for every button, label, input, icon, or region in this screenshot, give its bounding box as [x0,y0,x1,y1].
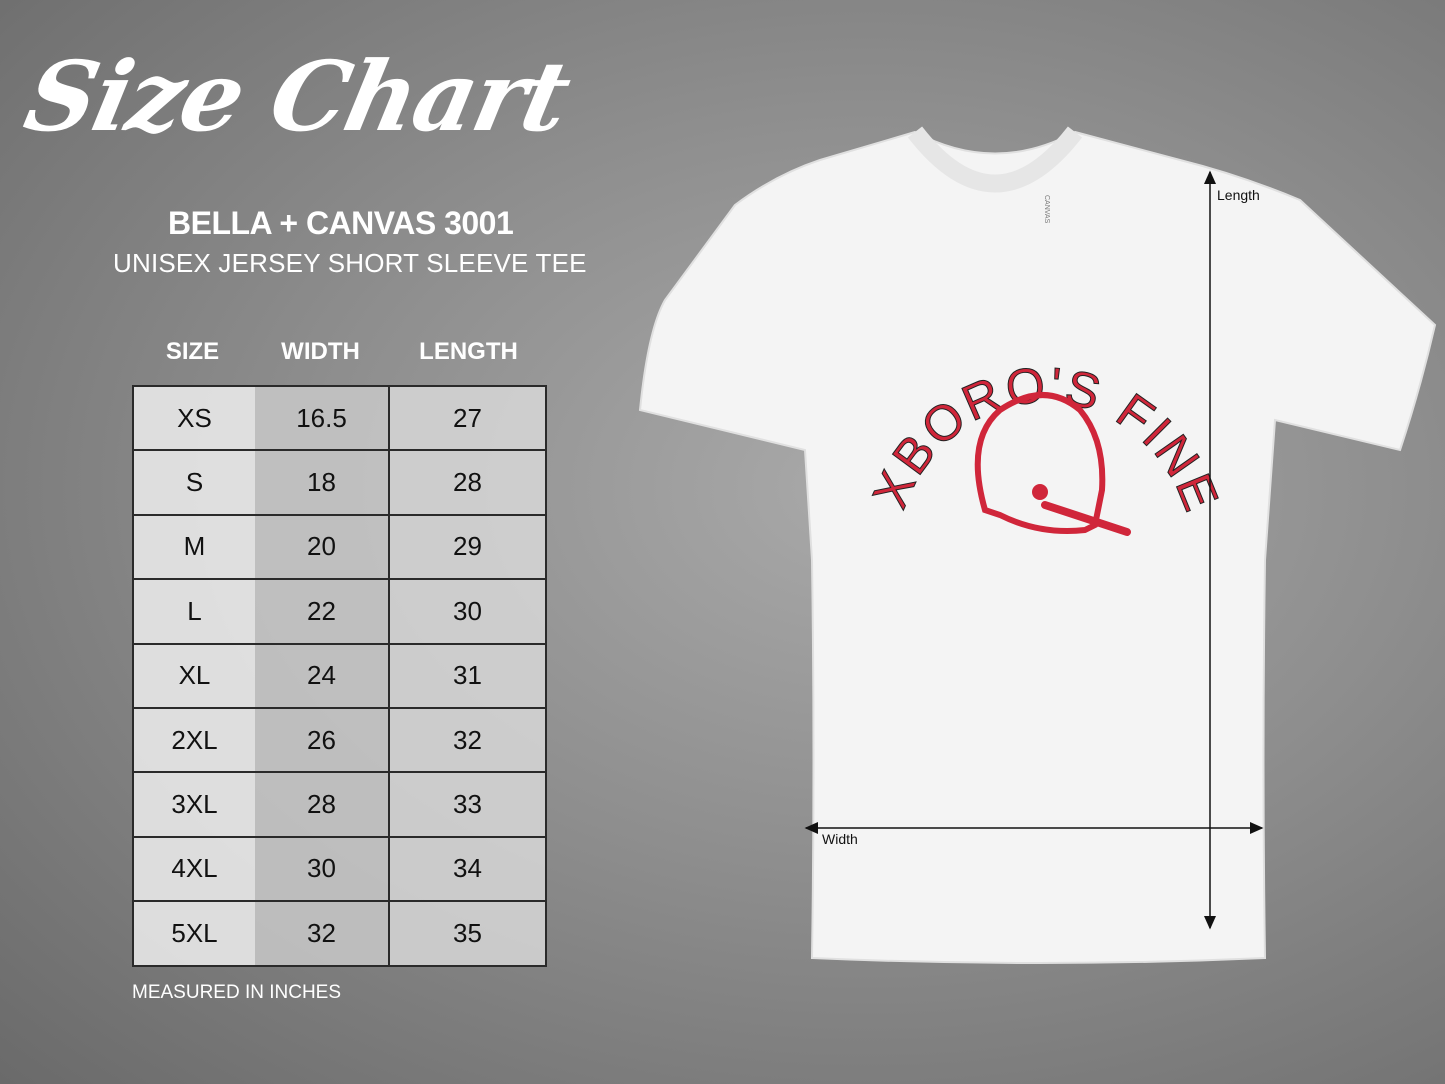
tag-text: CANVAS [1043,195,1050,224]
column-header-width: WIDTH [281,338,360,365]
cell-size: 4XL [132,835,255,903]
cell-length: 27 [388,384,547,452]
brand-name: BELLA + CANVAS 3001 [168,205,514,241]
cell-size: 2XL [132,706,255,774]
cell-width: 18 [255,449,390,516]
table-row: 4XL 30 34 [132,835,547,903]
column-header-size: SIZE [165,338,220,365]
cell-size: S [132,449,255,516]
cell-size: XL [132,642,255,709]
table-row: XS 16.5 27 [132,384,547,452]
cell-width: 30 [255,835,390,903]
table-row: XL 24 31 [132,642,547,709]
cell-size: L [132,578,255,645]
cell-length: 33 [388,771,547,838]
cell-width: 32 [255,900,390,967]
cell-width: 20 [255,513,390,581]
column-header-length: LENGTH [419,338,518,365]
cell-width: 22 [255,578,390,645]
table-row: L 22 30 [132,578,547,645]
table-row: 5XL 32 35 [132,900,547,967]
cell-length: 30 [388,578,547,645]
cell-width: 26 [255,706,390,774]
product-subtitle: UNISEX JERSEY SHORT SLEEVE TEE [113,248,587,278]
cell-width: 24 [255,642,390,709]
cell-length: 35 [388,900,547,967]
cell-length: 34 [388,835,547,903]
cell-size: 5XL [132,900,255,967]
cell-length: 31 [388,642,547,709]
cell-length: 29 [388,513,547,581]
length-label: Length [1217,187,1260,203]
cell-size: M [132,513,255,581]
cell-size: XS [132,384,255,452]
cell-length: 32 [388,706,547,774]
measurement-note: MEASURED IN INCHES [132,982,342,1003]
cell-width: 16.5 [255,384,390,452]
table-row: 2XL 26 32 [132,706,547,774]
table-row: M 20 29 [132,513,547,581]
table-row: 3XL 28 33 [132,771,547,838]
table-row: S 18 28 [132,449,547,516]
size-table: XS 16.5 27 S 18 28 M 20 29 L 22 30 XL 24 31 2XL 26 32 3XL 2… [132,384,547,967]
cell-length: 28 [388,449,547,516]
helmet-icon [974,392,1131,536]
cell-size: 3XL [132,771,255,838]
cell-width: 28 [255,771,390,838]
tshirt-body [638,130,1437,964]
collar [907,126,1083,193]
width-label: Width [822,831,858,847]
